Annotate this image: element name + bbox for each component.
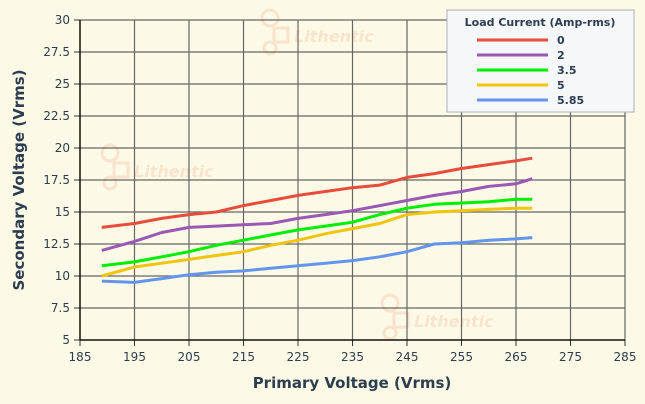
legend: Load Current (Amp-rms) 0 2 3.5 5 5.85	[446, 9, 635, 113]
y-tick-label: 7.5	[51, 301, 70, 315]
y-tick-label: 10	[55, 269, 70, 283]
x-tick-label: 185	[69, 350, 92, 364]
series-line-5	[101, 206, 533, 278]
series-line-0	[101, 156, 533, 229]
legend-box	[446, 9, 635, 113]
x-tick-label: 265	[505, 350, 528, 364]
x-tick-label: 235	[341, 350, 364, 364]
legend-label: 5.85	[557, 94, 584, 107]
watermark-text: Lithentic	[294, 27, 374, 46]
x-tick-label: 215	[232, 350, 255, 364]
y-tick-label: 27.5	[43, 45, 70, 59]
watermark-logo: Lithentic	[100, 143, 214, 191]
watermark-text: Lithentic	[414, 312, 494, 331]
series-line-2	[101, 177, 533, 252]
y-tick-label: 25	[55, 77, 70, 91]
legend-label: 3.5	[557, 64, 577, 77]
y-axis-label: Secondary Voltage (Vrms)	[10, 69, 28, 290]
y-tick-label: 15	[55, 205, 70, 219]
legend-label: 0	[557, 34, 565, 47]
legend-label: 5	[557, 79, 565, 92]
x-tick-label: 225	[287, 350, 310, 364]
x-tick-label: 245	[396, 350, 419, 364]
x-tick-label: 275	[559, 350, 582, 364]
y-tick-label: 30	[55, 13, 70, 27]
legend-title: Load Current (Amp-rms)	[465, 16, 616, 29]
x-axis-label: Primary Voltage (Vrms)	[253, 374, 452, 392]
x-tick-label: 285	[614, 350, 637, 364]
x-tick-label: 195	[123, 350, 146, 364]
watermark-logo: Lithentic	[380, 293, 494, 341]
y-tick-label: 5	[62, 333, 70, 347]
y-tick-label: 20	[55, 141, 70, 155]
series-lines	[101, 156, 533, 284]
watermarks: Lithentic Lithentic Lithentic	[100, 8, 494, 341]
series-line-5.85	[101, 236, 533, 284]
y-tick-label: 17.5	[43, 173, 70, 187]
watermark-text: Lithentic	[134, 162, 214, 181]
x-tick-label: 205	[178, 350, 201, 364]
x-tick-label: 255	[450, 350, 473, 364]
axes: 185 195 205 215 225 235 245 255 265 275 28557.5101…	[43, 13, 636, 364]
y-tick-label: 22.5	[43, 109, 70, 123]
watermark-logo: Lithentic	[260, 8, 374, 56]
legend-label: 2	[557, 49, 565, 62]
series-line-3.5	[101, 197, 533, 268]
y-tick-label: 12.5	[43, 237, 70, 251]
